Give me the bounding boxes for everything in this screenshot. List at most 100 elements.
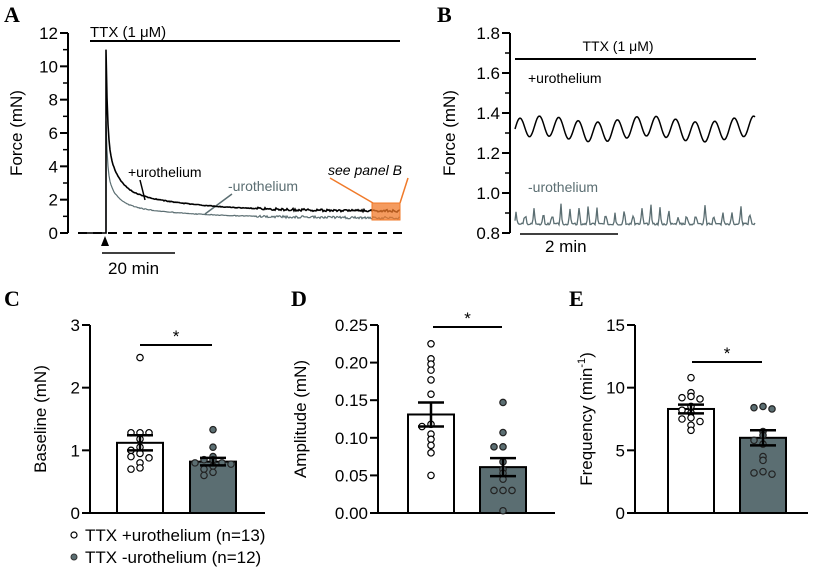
a-scale-bar-label: 20 min — [108, 259, 159, 278]
c-point-plus — [137, 465, 143, 471]
c-point-minus — [192, 460, 198, 466]
d-point-plus — [428, 391, 434, 397]
c-point-plus — [146, 455, 152, 461]
d-significance-star: * — [464, 309, 471, 328]
c-y-axis-label-text: Baseline (mN) — [31, 365, 50, 473]
c-point-plus — [128, 466, 134, 472]
d-point-plus — [428, 472, 434, 478]
e-y-tick-label: 15 — [606, 316, 625, 335]
a-y-tick-label: 0 — [49, 224, 58, 243]
a-y-tick-label: 6 — [49, 124, 58, 143]
e-y-tick-label: 5 — [616, 441, 625, 460]
a-label-plus: +urothelium — [128, 164, 202, 180]
a-y-axis-label: Force (mN) — [7, 90, 26, 176]
b-y-tick-label: 0.8 — [476, 224, 500, 243]
d-point-minus — [500, 508, 506, 514]
b-y-tick-label: 1.2 — [476, 144, 500, 163]
d-y-tick-label: 0.25 — [335, 316, 368, 335]
panel-e: E Frequency (min-1) 0 5 10 15 * — [569, 286, 808, 523]
panel-a: A Force (mN) TTX (1 μM) +urothelium -uro… — [4, 2, 408, 278]
a-y-tick-label: 8 — [49, 91, 58, 110]
e-point-minus — [769, 471, 775, 477]
e-point-plus — [688, 374, 694, 380]
d-point-minus — [500, 487, 506, 493]
e-point-plus — [688, 393, 694, 399]
e-point-plus — [697, 418, 703, 424]
a-y-tick-label: 10 — [39, 57, 58, 76]
d-y-axis-label: Amplitude (mN) — [291, 360, 310, 478]
c-y-axis-label: Baseline (mN) — [31, 365, 50, 473]
e-y-axis-label: Frequency (min-1) — [576, 352, 596, 486]
c-point-minus — [210, 426, 216, 432]
legend-marker-minus — [71, 554, 77, 560]
panel-label-a: A — [4, 2, 20, 27]
e-y-tick-label: 10 — [606, 379, 625, 398]
d-bar-plus — [408, 414, 454, 513]
a-trace-plus — [80, 50, 400, 233]
d-point-minus — [500, 429, 506, 435]
b-label-minus: -urothelium — [528, 179, 598, 195]
c-point-plus — [128, 453, 134, 459]
c-point-minus — [228, 461, 234, 467]
d-y-tick-label: 0.00 — [335, 504, 368, 523]
b-y-tick-label: 1.8 — [476, 24, 500, 43]
d-point-plus — [428, 442, 434, 448]
panel-label-d: D — [291, 286, 307, 311]
e-point-minus — [760, 468, 766, 474]
d-point-plus — [428, 341, 434, 347]
b-trace-plus — [515, 116, 755, 142]
e-y-tick-label: 0 — [616, 504, 625, 523]
c-point-minus — [201, 466, 207, 472]
d-point-plus — [428, 367, 434, 373]
c-point-minus — [201, 472, 207, 478]
a-callout-line-right — [400, 178, 408, 203]
e-point-plus — [688, 427, 694, 433]
a-y-tick-label: 12 — [39, 24, 58, 43]
a-pointer-minus — [205, 194, 232, 214]
e-point-plus — [679, 394, 685, 400]
panel-d: D Amplitude (mN) 0.00 0.05 0.10 0.15 0.20 0.25 * — [291, 286, 555, 523]
d-point-plus — [428, 450, 434, 456]
c-y-tick-label: 2 — [71, 379, 80, 398]
a-callout-line-left — [330, 178, 373, 203]
e-y-axis-label-text: Frequency (min — [577, 368, 596, 486]
b-treatment-label: TTX (1 μM) — [582, 38, 653, 54]
a-pointer-plus — [140, 180, 145, 200]
c-significance-star: * — [173, 327, 180, 346]
d-y-tick-label: 0.10 — [335, 429, 368, 448]
b-y-tick-label: 1.0 — [476, 184, 500, 203]
d-y-axis-label-text: Amplitude (mN) — [291, 360, 310, 478]
d-point-minus — [500, 444, 506, 450]
e-significance-star: * — [724, 344, 731, 363]
a-annotation: see panel B — [328, 162, 402, 178]
c-y-tick-label: 0 — [71, 504, 80, 523]
e-point-plus — [688, 415, 694, 421]
d-y-tick-label: 0.05 — [335, 466, 368, 485]
e-point-plus — [679, 416, 685, 422]
e-point-plus — [697, 396, 703, 402]
d-point-minus — [500, 399, 506, 405]
legend-label-plus: TTX +urothelium (n=13) — [85, 526, 265, 545]
c-point-minus — [210, 469, 216, 475]
panel-label-c: C — [4, 286, 20, 311]
b-y-tick-label: 1.4 — [476, 104, 500, 123]
e-point-minus — [769, 406, 775, 412]
panel-c: C Baseline (mN) 0 1 2 3 * — [4, 286, 265, 523]
c-point-plus — [137, 354, 143, 360]
e-point-minus — [760, 403, 766, 409]
d-point-plus — [428, 377, 434, 383]
d-y-tick-label: 0.20 — [335, 354, 368, 373]
b-y-tick-label: 1.6 — [476, 64, 500, 83]
c-y-tick-label: 3 — [71, 316, 80, 335]
legend-marker-plus — [71, 532, 77, 538]
b-y-axis-label: Force (mN) — [440, 90, 459, 176]
a-highlight-box — [372, 203, 400, 220]
a-label-minus: -urothelium — [228, 178, 298, 194]
c-y-tick-label: 1 — [71, 441, 80, 460]
b-trace-minus — [515, 204, 755, 225]
e-point-minus — [751, 437, 757, 443]
panel-label-e: E — [569, 286, 584, 311]
a-y-tick-label: 2 — [49, 191, 58, 210]
e-point-minus — [751, 470, 757, 476]
